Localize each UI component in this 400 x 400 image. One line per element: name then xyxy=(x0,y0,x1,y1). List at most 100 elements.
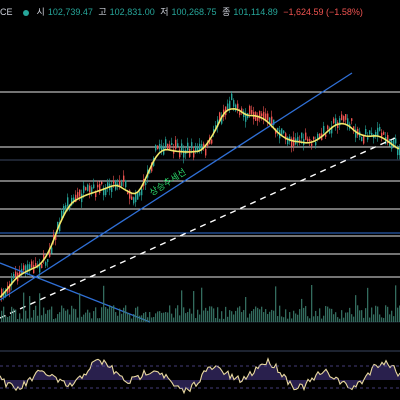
candle-body xyxy=(201,144,203,151)
volume-bar xyxy=(203,310,205,322)
volume-bar xyxy=(231,311,233,322)
volume-bar xyxy=(145,311,147,322)
candle-body xyxy=(341,114,343,121)
volume-bar xyxy=(173,317,175,322)
volume-bar xyxy=(149,312,151,322)
candle-body xyxy=(169,144,171,149)
candle-body xyxy=(251,110,253,114)
symbol-label[interactable]: CE xyxy=(0,7,13,17)
volume-bar xyxy=(321,318,323,322)
volume-bar xyxy=(239,306,241,322)
volume-bar xyxy=(121,313,123,322)
volume-bar xyxy=(125,305,127,322)
candle-body xyxy=(175,139,177,149)
low-label: 저 xyxy=(160,7,169,17)
candle-body xyxy=(257,115,259,121)
candle-body xyxy=(367,137,369,140)
volume-bar xyxy=(21,318,23,322)
candle-body xyxy=(103,187,105,196)
candle-body xyxy=(85,187,87,191)
volume-bar xyxy=(193,291,195,322)
candle-body xyxy=(31,261,33,268)
volume-bar xyxy=(263,312,265,322)
volume-bar xyxy=(13,308,15,322)
volume-bar xyxy=(377,306,379,322)
volume-bar xyxy=(159,311,161,322)
volume-bar xyxy=(241,312,243,322)
candle-body xyxy=(305,132,307,140)
candle-body xyxy=(237,103,239,109)
volume-bar xyxy=(247,317,249,322)
volume-bar xyxy=(351,314,353,322)
candle-body xyxy=(47,259,49,262)
candle-body xyxy=(375,131,377,136)
candle-body xyxy=(91,187,93,194)
candle-body xyxy=(139,191,141,196)
candle-body xyxy=(43,254,45,261)
volume-bar xyxy=(261,306,263,322)
candle-body xyxy=(141,188,143,196)
candle-body xyxy=(155,145,157,151)
candle-body xyxy=(355,129,357,138)
candle-body xyxy=(133,197,135,204)
candle-body xyxy=(331,126,333,134)
volume-bar xyxy=(37,315,39,322)
volume-bar xyxy=(387,306,389,322)
volume-bar xyxy=(51,306,53,322)
candle-body xyxy=(371,132,373,136)
volume-bar xyxy=(197,309,199,322)
candle-body xyxy=(189,149,191,157)
volume-bar xyxy=(153,316,155,322)
candle-body xyxy=(33,265,35,274)
candle-body xyxy=(151,162,153,172)
candle-body xyxy=(137,192,139,200)
volume-bar xyxy=(379,314,381,322)
volume-bar xyxy=(171,313,173,322)
volume-bar xyxy=(295,313,297,322)
volume-bar xyxy=(207,310,209,322)
candle-body xyxy=(299,139,301,143)
candle-body xyxy=(319,133,321,139)
volume-bar xyxy=(355,295,357,322)
volume-bar xyxy=(55,318,57,322)
volume-bar xyxy=(87,309,89,322)
candle-body xyxy=(283,130,285,134)
candle-body xyxy=(211,139,213,144)
candle-body xyxy=(13,273,15,279)
volume-bar xyxy=(191,313,193,322)
candle-body xyxy=(161,145,163,151)
volume-bar xyxy=(317,316,319,322)
volume-bar xyxy=(233,314,235,322)
price-header: CE 시 102,739.47 고 102,831.00 저 100,268.75 종… xyxy=(0,0,400,24)
candle-body xyxy=(187,142,189,151)
volume-bar xyxy=(5,316,7,322)
volume-bar xyxy=(47,310,49,322)
candle-body xyxy=(179,149,181,158)
candle-body xyxy=(19,271,21,277)
candle-body xyxy=(59,222,61,232)
volume-bar xyxy=(99,318,101,322)
volume-bar xyxy=(117,315,119,322)
candle-body xyxy=(281,128,283,136)
volume-bar xyxy=(103,285,105,322)
volume-bar xyxy=(315,310,317,322)
candle-body xyxy=(315,141,317,146)
volume-bar xyxy=(147,317,149,322)
volume-bar xyxy=(339,318,341,322)
volume-bar xyxy=(69,314,71,322)
volume-bar xyxy=(65,310,67,322)
volume-bar xyxy=(45,313,47,322)
candle-body xyxy=(71,197,73,206)
candle-body xyxy=(261,113,263,117)
candle-body xyxy=(287,137,289,145)
candle-body xyxy=(29,264,31,272)
volume-bar xyxy=(259,309,261,322)
candle-body xyxy=(259,111,261,119)
price-pane: 상승추세선 xyxy=(0,72,400,352)
volume-bar xyxy=(289,312,291,322)
low-value: 100,268.75 xyxy=(171,7,217,17)
candle-body xyxy=(271,116,273,125)
volume-bar xyxy=(335,312,337,322)
volume-bar xyxy=(287,318,289,322)
